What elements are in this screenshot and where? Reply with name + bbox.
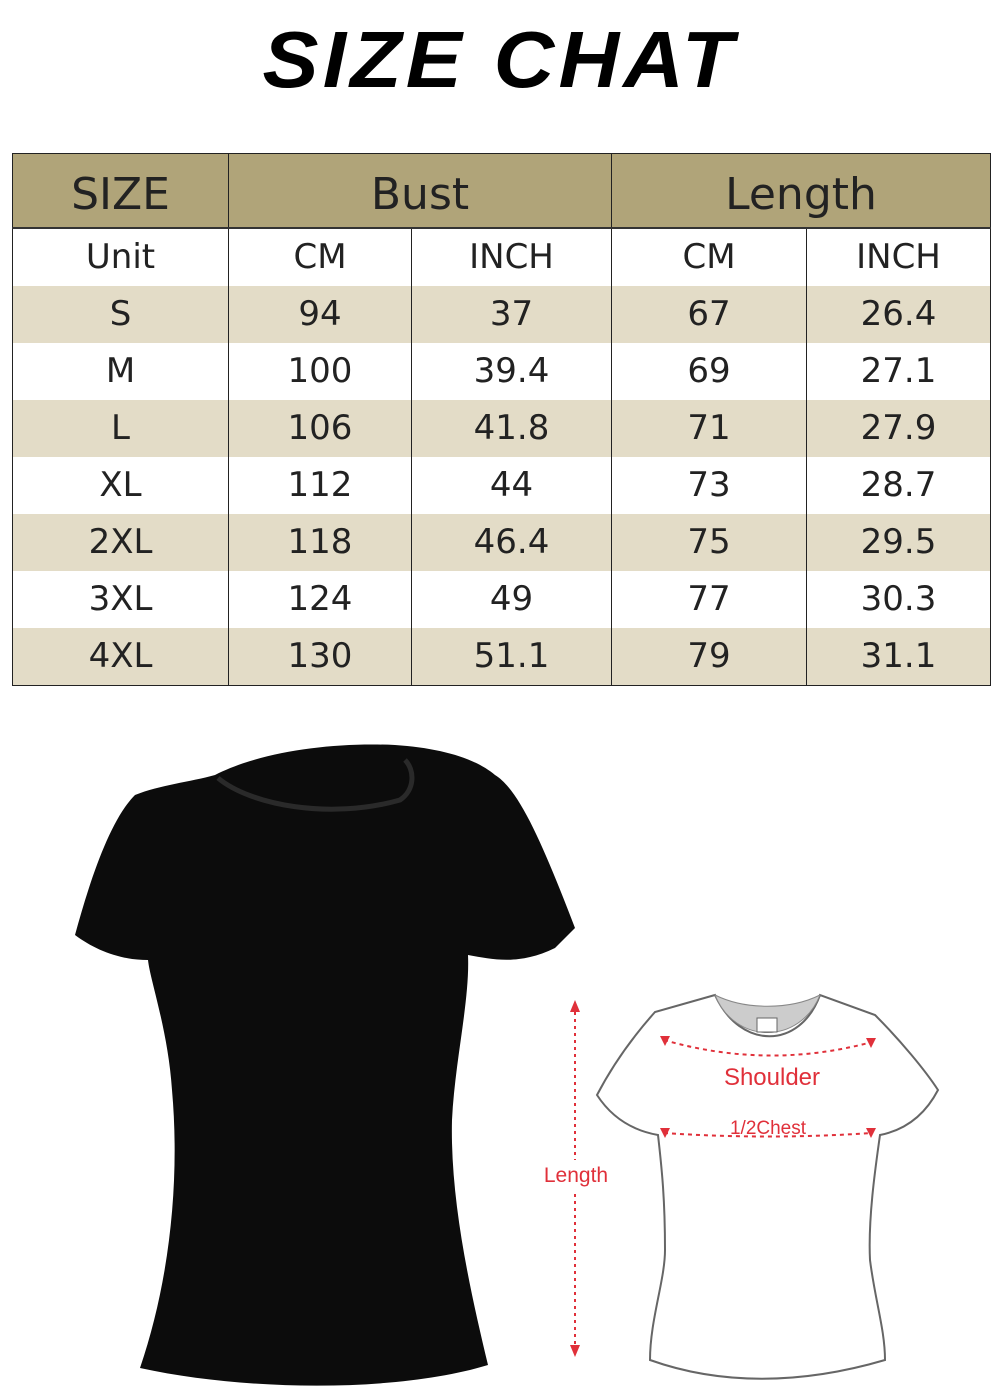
- cell-bust-cm: 112: [228, 456, 412, 514]
- cell-length-inch: 31.1: [805, 627, 992, 685]
- cell-length-cm: 67: [611, 285, 807, 343]
- size-row: 2XL 118 46.4 75 29.5: [12, 513, 992, 571]
- cell-bust-cm: 118: [228, 513, 412, 571]
- cell-size: M: [12, 342, 229, 400]
- size-row: 4XL 130 51.1 79 31.1: [12, 627, 992, 685]
- cell-bust-inch: 37: [411, 285, 612, 343]
- header-row: SIZE Bust Length: [12, 153, 992, 229]
- cell-length-inch: 28.7: [805, 456, 992, 514]
- cell-bust-inch: 44: [411, 456, 612, 514]
- cell-bust-inch: 41.8: [411, 399, 612, 457]
- arrow-up-icon: [570, 1000, 580, 1012]
- unit-label: Unit: [12, 227, 229, 286]
- chest-label: 1/2Chest: [730, 1118, 807, 1139]
- unit-bust-inch: INCH: [411, 227, 612, 286]
- cell-length-inch: 30.3: [805, 570, 992, 628]
- cell-size: 4XL: [12, 627, 229, 685]
- header-size: SIZE: [12, 153, 229, 229]
- unit-bust-cm: CM: [228, 227, 412, 286]
- cell-bust-cm: 130: [228, 627, 412, 685]
- cell-size: S: [12, 285, 229, 343]
- size-row: S 94 37 67 26.4: [12, 285, 992, 343]
- page-title: SIZE CHAT: [262, 15, 738, 104]
- cell-bust-inch: 46.4: [411, 513, 612, 571]
- cell-size: XL: [12, 456, 229, 514]
- size-row: L 106 41.8 71 27.9: [12, 399, 992, 457]
- unit-length-cm: CM: [611, 227, 807, 286]
- cell-bust-cm: 124: [228, 570, 412, 628]
- cell-length-inch: 26.4: [805, 285, 992, 343]
- size-row: XL 112 44 73 28.7: [12, 456, 992, 514]
- cell-length-cm: 71: [611, 399, 807, 457]
- cell-length-cm: 77: [611, 570, 807, 628]
- cell-length-inch: 27.9: [805, 399, 992, 457]
- black-tshirt-photo: [75, 744, 575, 1386]
- cell-size: 3XL: [12, 570, 229, 628]
- arrow-down-icon: [570, 1345, 580, 1357]
- cell-bust-inch: 39.4: [411, 342, 612, 400]
- cell-bust-cm: 94: [228, 285, 412, 343]
- cell-length-cm: 69: [611, 342, 807, 400]
- header-length: Length: [610, 153, 992, 229]
- cell-size: L: [12, 399, 229, 457]
- cell-length-cm: 79: [611, 627, 807, 685]
- cell-length-cm: 75: [611, 513, 807, 571]
- cell-bust-inch: 51.1: [411, 627, 612, 685]
- length-label: Length: [544, 1164, 608, 1187]
- cell-length-inch: 29.5: [805, 513, 992, 571]
- cell-bust-inch: 49: [411, 570, 612, 628]
- cell-bust-cm: 100: [228, 342, 412, 400]
- cell-length-inch: 27.1: [805, 342, 992, 400]
- tshirt-illustrations: Shoulder 1/2Chest Length: [75, 744, 940, 1386]
- unit-length-inch: INCH: [805, 227, 992, 286]
- size-row: 3XL 124 49 77 30.3: [12, 570, 992, 628]
- header-bust: Bust: [228, 153, 612, 229]
- unit-row: Unit CM INCH CM INCH: [12, 227, 992, 286]
- cell-size: 2XL: [12, 513, 229, 571]
- cell-bust-cm: 106: [228, 399, 412, 457]
- shoulder-label: Shoulder: [724, 1064, 820, 1091]
- cell-length-cm: 73: [611, 456, 807, 514]
- tshirt-measurement-diagram: Shoulder 1/2Chest Length: [540, 993, 940, 1380]
- size-row: M 100 39.4 69 27.1: [12, 342, 992, 400]
